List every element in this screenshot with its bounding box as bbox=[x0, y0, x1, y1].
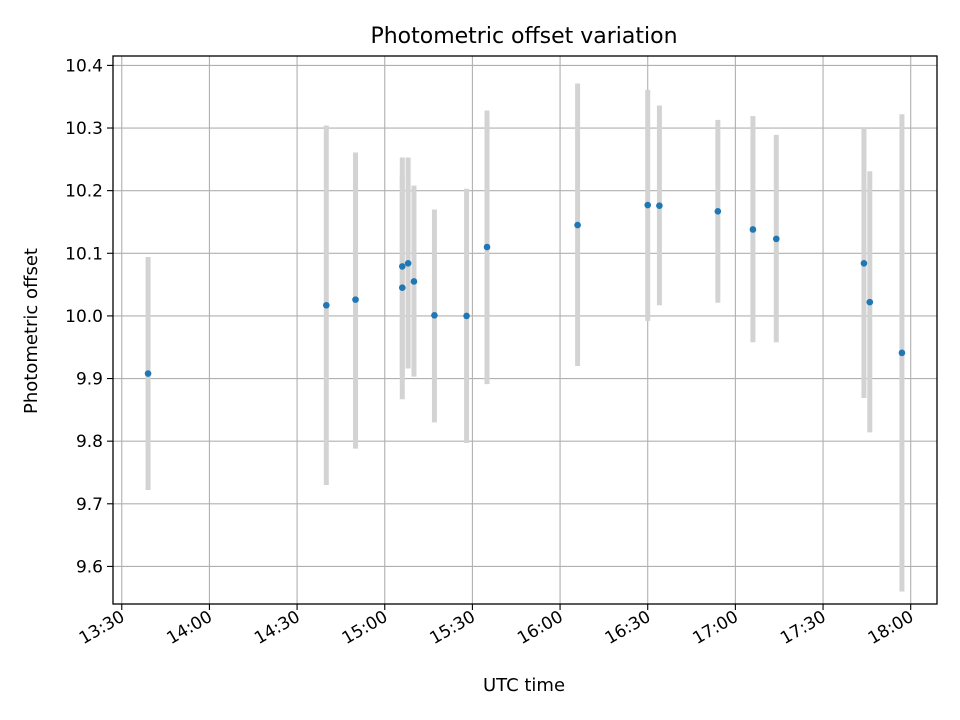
y-tick-label: 9.8 bbox=[76, 432, 103, 452]
data-point bbox=[398, 263, 406, 270]
data-point bbox=[860, 260, 868, 267]
data-point bbox=[410, 278, 418, 285]
data-point bbox=[656, 202, 663, 209]
data-points bbox=[144, 201, 906, 377]
data-point bbox=[431, 311, 438, 319]
y-axis-label: Photometric offset bbox=[21, 248, 42, 414]
y-tick-label: 10.1 bbox=[65, 244, 103, 264]
y-tick-label: 9.6 bbox=[76, 557, 103, 577]
data-point bbox=[644, 201, 652, 209]
y-tick-label: 10.2 bbox=[65, 182, 103, 202]
y-tick-label: 10.0 bbox=[65, 307, 103, 327]
y-tick-label: 9.7 bbox=[76, 495, 103, 515]
data-point bbox=[323, 301, 330, 309]
y-tick-label: 10.3 bbox=[65, 119, 103, 139]
data-point bbox=[398, 284, 406, 292]
y-axis-ticks: 9.6 9.7 9.8 9.9 10.0 10.1 10.2 10.3 10.4 bbox=[65, 56, 113, 577]
data-point bbox=[144, 370, 152, 377]
data-point bbox=[772, 235, 780, 243]
data-point bbox=[714, 208, 722, 215]
x-axis-label: UTC time bbox=[483, 675, 565, 696]
chart-title: Photometric offset variation bbox=[370, 24, 677, 49]
plot-frame bbox=[112, 55, 938, 605]
grid bbox=[113, 56, 937, 604]
data-point bbox=[749, 226, 757, 233]
data-point bbox=[352, 296, 359, 303]
y-tick-label: 10.4 bbox=[65, 56, 103, 76]
data-point bbox=[463, 312, 470, 320]
data-point bbox=[483, 243, 491, 251]
data-point bbox=[574, 221, 581, 229]
data-point bbox=[866, 298, 874, 306]
data-point bbox=[404, 260, 412, 267]
y-tick-label: 9.9 bbox=[76, 370, 103, 390]
data-point bbox=[898, 349, 906, 357]
